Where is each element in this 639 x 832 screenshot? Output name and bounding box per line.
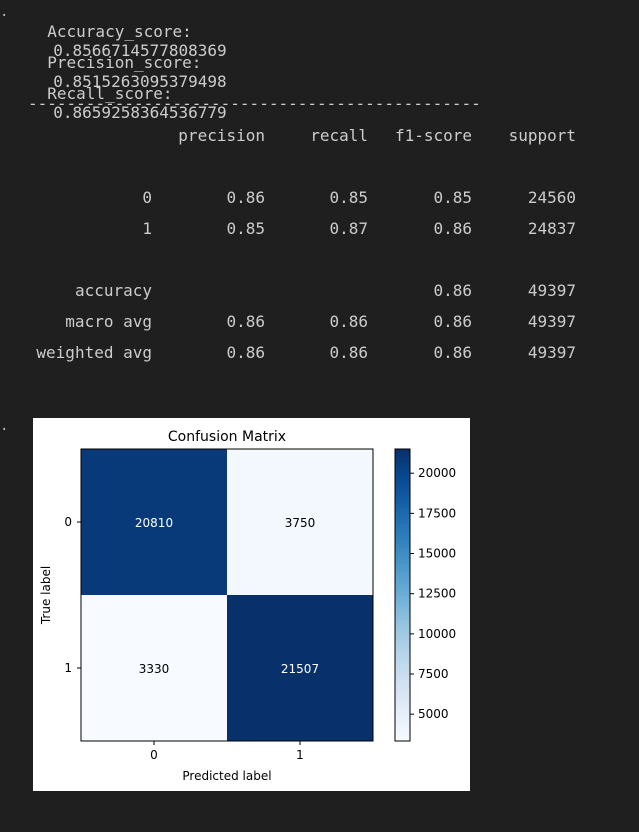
- colorbar-tick-label: 17500: [418, 506, 456, 520]
- report-cell-precision: 0.86: [226, 312, 265, 331]
- report-cell-precision: 0.85: [226, 219, 265, 238]
- report-cell-precision: 0.86: [226, 188, 265, 207]
- report-cell-support: 49397: [527, 281, 576, 300]
- heatmap-cell: [81, 595, 227, 741]
- report-cell-recall: 0.87: [329, 219, 368, 238]
- y-axis-label: True label: [39, 566, 53, 625]
- colorbar: [394, 448, 411, 742]
- report-cell-f1: 0.86: [433, 343, 472, 362]
- report-cell-support: 49397: [527, 343, 576, 362]
- report-header-support: support: [508, 126, 576, 145]
- metric-accuracy-value: 0.8566714577808369: [53, 41, 227, 60]
- metric-recall: Recall_score: 0.8659258364536779: [28, 65, 227, 122]
- y-tick-label: 1: [64, 661, 72, 675]
- report-row-label: weighted avg: [36, 343, 152, 362]
- heatmap-cell: [81, 449, 227, 595]
- report-row-label: macro avg: [65, 312, 152, 331]
- metric-recall-label: Recall_score:: [47, 84, 173, 103]
- cell-value-label: 3750: [285, 516, 316, 530]
- x-axis-label: Predicted label: [182, 769, 271, 783]
- metric-precision-value: 0.8515263095379498: [53, 72, 227, 91]
- report-separator: ----------------------------------------…: [28, 94, 481, 113]
- report-cell-precision: 0.86: [226, 343, 265, 362]
- heatmap-cell: [227, 595, 373, 741]
- report-cell-f1: 0.86: [433, 281, 472, 300]
- colorbar-tick-label: 5000: [418, 707, 449, 721]
- metric-accuracy: Accuracy_score: 0.8566714577808369: [28, 3, 227, 60]
- y-tick-label: 0: [64, 515, 72, 529]
- x-tick-label: 0: [150, 748, 158, 762]
- chart-title: Confusion Matrix: [168, 429, 286, 445]
- metric-recall-value: 0.8659258364536779: [53, 103, 227, 122]
- colorbar-tick-label: 15000: [418, 547, 456, 561]
- output-marker-2: .: [0, 418, 9, 434]
- report-header-recall: recall: [310, 126, 368, 145]
- confusion-matrix-chart: Confusion Matrix 20810 3750 3330 21507 0 1 0 1 Pr…: [39, 429, 456, 783]
- report-row-label: accuracy: [74, 281, 152, 300]
- report-header-precision: precision: [178, 126, 265, 145]
- report-cell-recall: 0.86: [329, 343, 368, 362]
- report-cell-support: 24837: [527, 219, 576, 238]
- colorbar-tick-label: 12500: [418, 587, 456, 601]
- report-cell-f1: 0.86: [433, 219, 472, 238]
- report-row-label: 0: [142, 188, 152, 207]
- plot-frame: [80, 448, 374, 742]
- metric-precision: Precision_score: 0.8515263095379498: [28, 34, 227, 91]
- report-cell-f1: 0.86: [433, 312, 472, 331]
- output-marker-1: .: [0, 4, 9, 20]
- report-cell-support: 24560: [527, 188, 576, 207]
- report-cell-recall: 0.85: [329, 188, 368, 207]
- metric-accuracy-label: Accuracy_score:: [47, 22, 192, 41]
- x-tick-label: 1: [296, 748, 304, 762]
- colorbar-tick-label: 10000: [418, 627, 456, 641]
- colorbar-tick-label: 7500: [418, 667, 449, 681]
- heatmap-cell: [227, 449, 373, 595]
- confusion-matrix-figure: Confusion Matrix 20810 3750 3330 21507 0 1 0 1 Pr…: [33, 418, 470, 791]
- colorbar-tick-label: 20000: [418, 466, 456, 480]
- cell-value-label: 21507: [281, 662, 319, 676]
- report-header-f1-score: f1-score: [394, 126, 472, 145]
- cell-value-label: 20810: [135, 516, 173, 530]
- report-cell-support: 49397: [527, 312, 576, 331]
- cell-value-label: 3330: [139, 662, 170, 676]
- metric-precision-label: Precision_score:: [47, 53, 202, 72]
- report-cell-f1: 0.85: [433, 188, 472, 207]
- report-cell-recall: 0.86: [329, 312, 368, 331]
- report-row-label: 1: [142, 219, 152, 238]
